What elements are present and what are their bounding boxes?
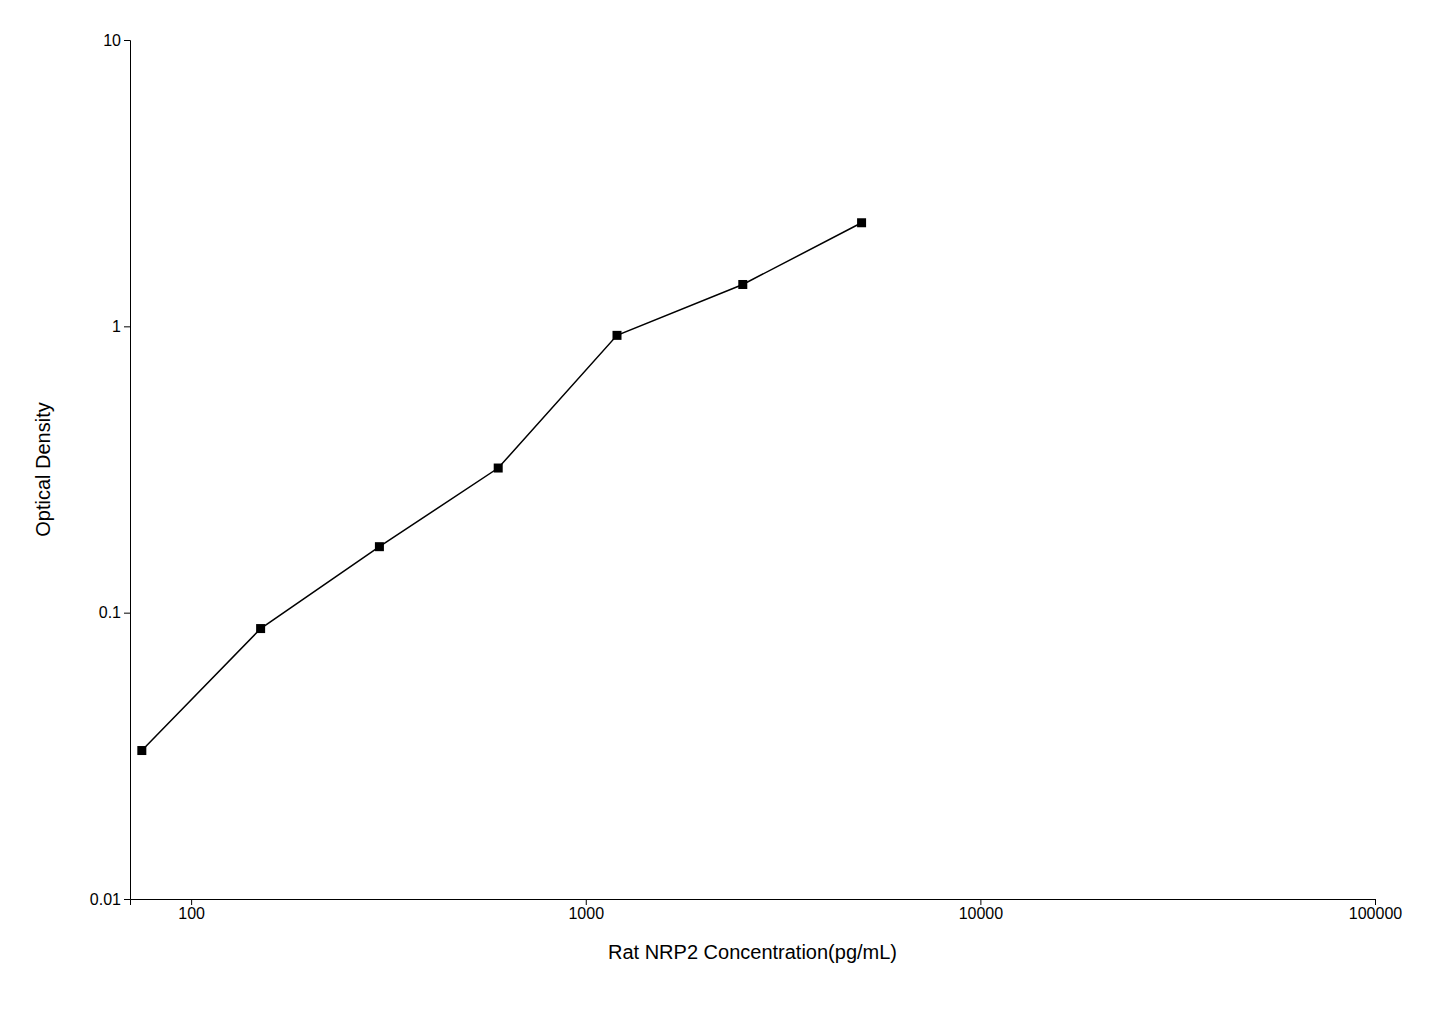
- y-tick-label: 0.01: [90, 891, 121, 908]
- marker: [256, 624, 265, 633]
- y-tick-label: 0.1: [99, 604, 121, 621]
- line: [142, 223, 862, 751]
- x-tick-label: 10000: [959, 905, 1004, 922]
- y-tick-mark: [124, 613, 130, 614]
- plot: 100 1000 10000 100000 0.01 0.1 1 10 Rat NRP2 Con…: [32, 32, 1402, 963]
- x-axis-title: Rat NRP2 Concentration(pg/mL): [608, 941, 897, 963]
- marker: [857, 218, 866, 227]
- y-tick-mark: [124, 899, 130, 900]
- x-tick-label: 1000: [568, 905, 604, 922]
- y-axis-title: Optical Density: [32, 402, 54, 537]
- marker: [137, 746, 146, 755]
- marks: [137, 218, 866, 755]
- y-tick-mark: [124, 326, 130, 327]
- x-tick-label: 100000: [1349, 905, 1402, 922]
- x-axis-line: [131, 900, 1376, 906]
- x-tick-mark: [586, 899, 587, 905]
- marker: [375, 542, 384, 551]
- y-tick-label: 1: [112, 318, 121, 335]
- y-tick: 10: [103, 32, 130, 49]
- y-tick-mark: [124, 40, 130, 41]
- x-tick: 100: [178, 899, 205, 922]
- x-tick: 1000: [568, 899, 604, 922]
- y-tick: 0.01: [90, 891, 130, 908]
- y-tick-label: 10: [103, 32, 121, 49]
- marker: [612, 331, 621, 340]
- x-tick-mark: [1375, 899, 1376, 905]
- x-tick-mark: [980, 899, 981, 905]
- marker: [494, 464, 503, 473]
- x-tick: 10000: [959, 899, 1004, 922]
- marker: [738, 280, 747, 289]
- y-axis: 0.01 0.1 1 10: [90, 32, 131, 908]
- y-axis-line: [124, 41, 131, 900]
- y-tick: 1: [112, 318, 130, 335]
- x-tick-mark: [191, 899, 192, 905]
- x-tick-label: 100: [178, 905, 205, 922]
- chart: 100 1000 10000 100000 0.01 0.1 1 10 Rat NRP2 Con…: [0, 0, 1445, 1009]
- y-tick: 0.1: [99, 604, 130, 621]
- x-tick: 100000: [1349, 899, 1402, 922]
- x-axis: 100 1000 10000 100000: [131, 899, 1403, 922]
